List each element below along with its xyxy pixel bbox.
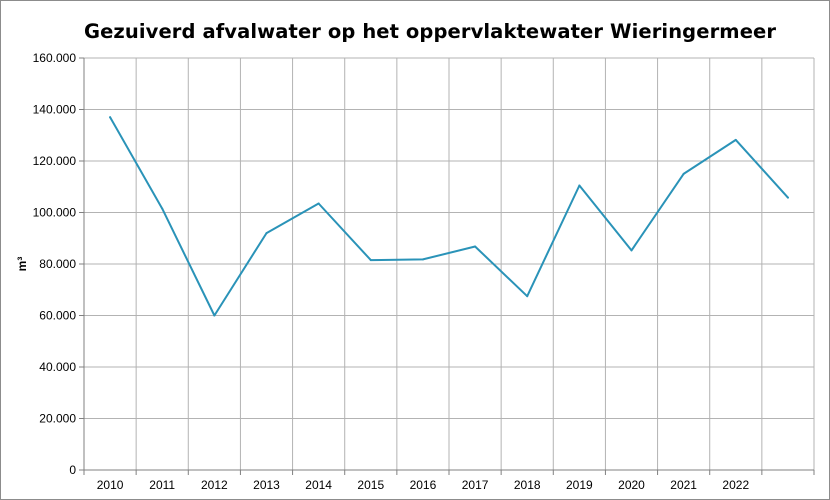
data-point (161, 207, 164, 210)
y-tick-label: 20.000 (39, 412, 76, 426)
x-tick-label: 2022 (722, 478, 749, 492)
data-point (317, 202, 320, 205)
data-point (526, 295, 529, 298)
data-point (578, 184, 581, 187)
x-tick-label: 2011 (149, 478, 175, 492)
x-tick-labels: 2010 2011 2012 2013 2014 2015 2016 2017 2018 2019… (97, 478, 750, 492)
y-tick-label: 160.000 (33, 51, 77, 65)
x-tick-label: 2018 (514, 478, 541, 492)
data-point (109, 116, 112, 119)
data-point (421, 258, 424, 261)
series-line (109, 116, 789, 317)
x-tick-label: 2015 (357, 478, 384, 492)
data-point (474, 245, 477, 248)
x-tick-label: 2020 (618, 478, 645, 492)
y-tick-label: 120.000 (33, 154, 77, 168)
data-point (734, 138, 737, 141)
y-tick-label: 80.000 (39, 257, 76, 271)
y-tick-labels: 0 20.000 40.000 60.000 80.000 100.000 120.000 1… (33, 51, 77, 477)
series-line-group (109, 116, 789, 317)
y-tick-label: 60.000 (39, 309, 76, 323)
x-tick-label: 2016 (410, 478, 437, 492)
data-point (630, 249, 633, 252)
y-tick-label: 100.000 (33, 206, 77, 220)
x-tick-label: 2014 (305, 478, 332, 492)
x-tick-label: 2013 (253, 478, 280, 492)
x-tick-label: 2021 (670, 478, 697, 492)
data-point (265, 232, 268, 235)
chart-title: Gezuiverd afvalwater op het oppervlaktew… (84, 20, 777, 43)
axes (79, 57, 815, 475)
data-point (369, 259, 372, 262)
x-tick-label: 2010 (97, 478, 124, 492)
data-point (682, 172, 685, 175)
data-point (213, 314, 216, 317)
y-tick-label: 140.000 (33, 103, 77, 117)
data-point (786, 196, 789, 199)
y-tick-label: 0 (69, 463, 76, 477)
y-axis-title: m³ (15, 257, 29, 272)
y-tick-label: 40.000 (39, 360, 76, 374)
x-tick-label: 2019 (566, 478, 593, 492)
x-tick-label: 2017 (462, 478, 489, 492)
x-tick-label: 2012 (201, 478, 228, 492)
